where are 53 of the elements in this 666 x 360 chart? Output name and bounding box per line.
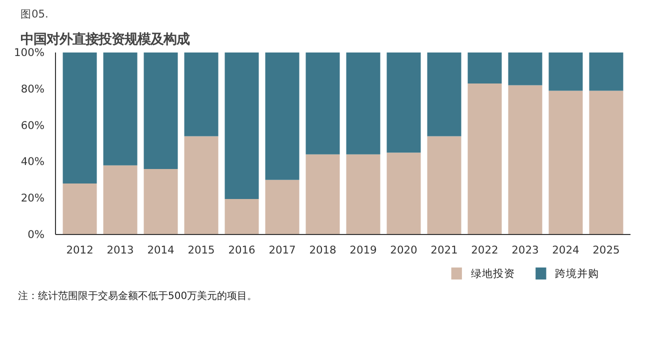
bar — [346, 154, 380, 234]
bar — [386, 152, 421, 234]
y-tick-label: 100% — [14, 46, 45, 59]
x-tick-label: 2013 — [106, 244, 134, 256]
x-tick-label: 2012 — [66, 244, 94, 256]
bar — [589, 52, 624, 91]
bar — [306, 154, 340, 234]
bar — [386, 52, 421, 153]
bar — [548, 52, 583, 91]
bar — [589, 90, 624, 234]
bar — [306, 52, 340, 154]
bar — [265, 180, 300, 234]
bar — [62, 52, 97, 184]
legend-label: 跨境并购 — [555, 267, 600, 280]
x-tick-label: 2016 — [228, 244, 256, 256]
bar — [468, 83, 502, 234]
bar — [548, 90, 583, 234]
x-tick-label: 2021 — [430, 244, 458, 256]
bar — [103, 165, 138, 234]
x-tick-label: 2022 — [471, 244, 498, 256]
chart-title: 中国对外直接投资规模及构成 — [20, 32, 190, 48]
y-tick-label: 80% — [20, 82, 44, 96]
bar — [144, 52, 178, 169]
bar — [184, 136, 218, 234]
bar — [103, 52, 138, 166]
x-tick-label: 2014 — [147, 244, 175, 256]
text: 注：统计范围限于交易金额不低于500万美元的项目。 — [18, 290, 258, 304]
y-tick-label: 40% — [20, 155, 44, 168]
bar — [224, 52, 259, 200]
bar — [144, 168, 178, 234]
x-tick-label: 2025 — [592, 244, 620, 256]
y-tick-label: 20% — [20, 192, 44, 205]
legend-label: 绿地投资 — [470, 267, 515, 280]
bar — [346, 52, 380, 154]
x-tick-label: 2020 — [390, 244, 418, 256]
bar — [427, 52, 462, 136]
bar — [508, 52, 542, 86]
bar — [468, 52, 502, 84]
bar — [265, 52, 300, 180]
bar — [62, 184, 97, 234]
bar — [224, 199, 259, 234]
bar — [508, 85, 542, 234]
x-tick-label: 2018 — [309, 244, 337, 256]
x-tick-label: 2017 — [268, 244, 296, 256]
bar — [184, 52, 218, 136]
y-tick-label: 0% — [28, 228, 44, 241]
bar — [427, 136, 462, 234]
chart-subtitle: 图05. — [20, 8, 48, 20]
x-tick-label: 2024 — [552, 244, 580, 256]
x-tick-label: 2015 — [188, 244, 215, 256]
x-tick-label: 2019 — [350, 244, 378, 256]
x-tick-label: 2023 — [512, 244, 539, 256]
y-tick-label: 60% — [20, 118, 44, 132]
